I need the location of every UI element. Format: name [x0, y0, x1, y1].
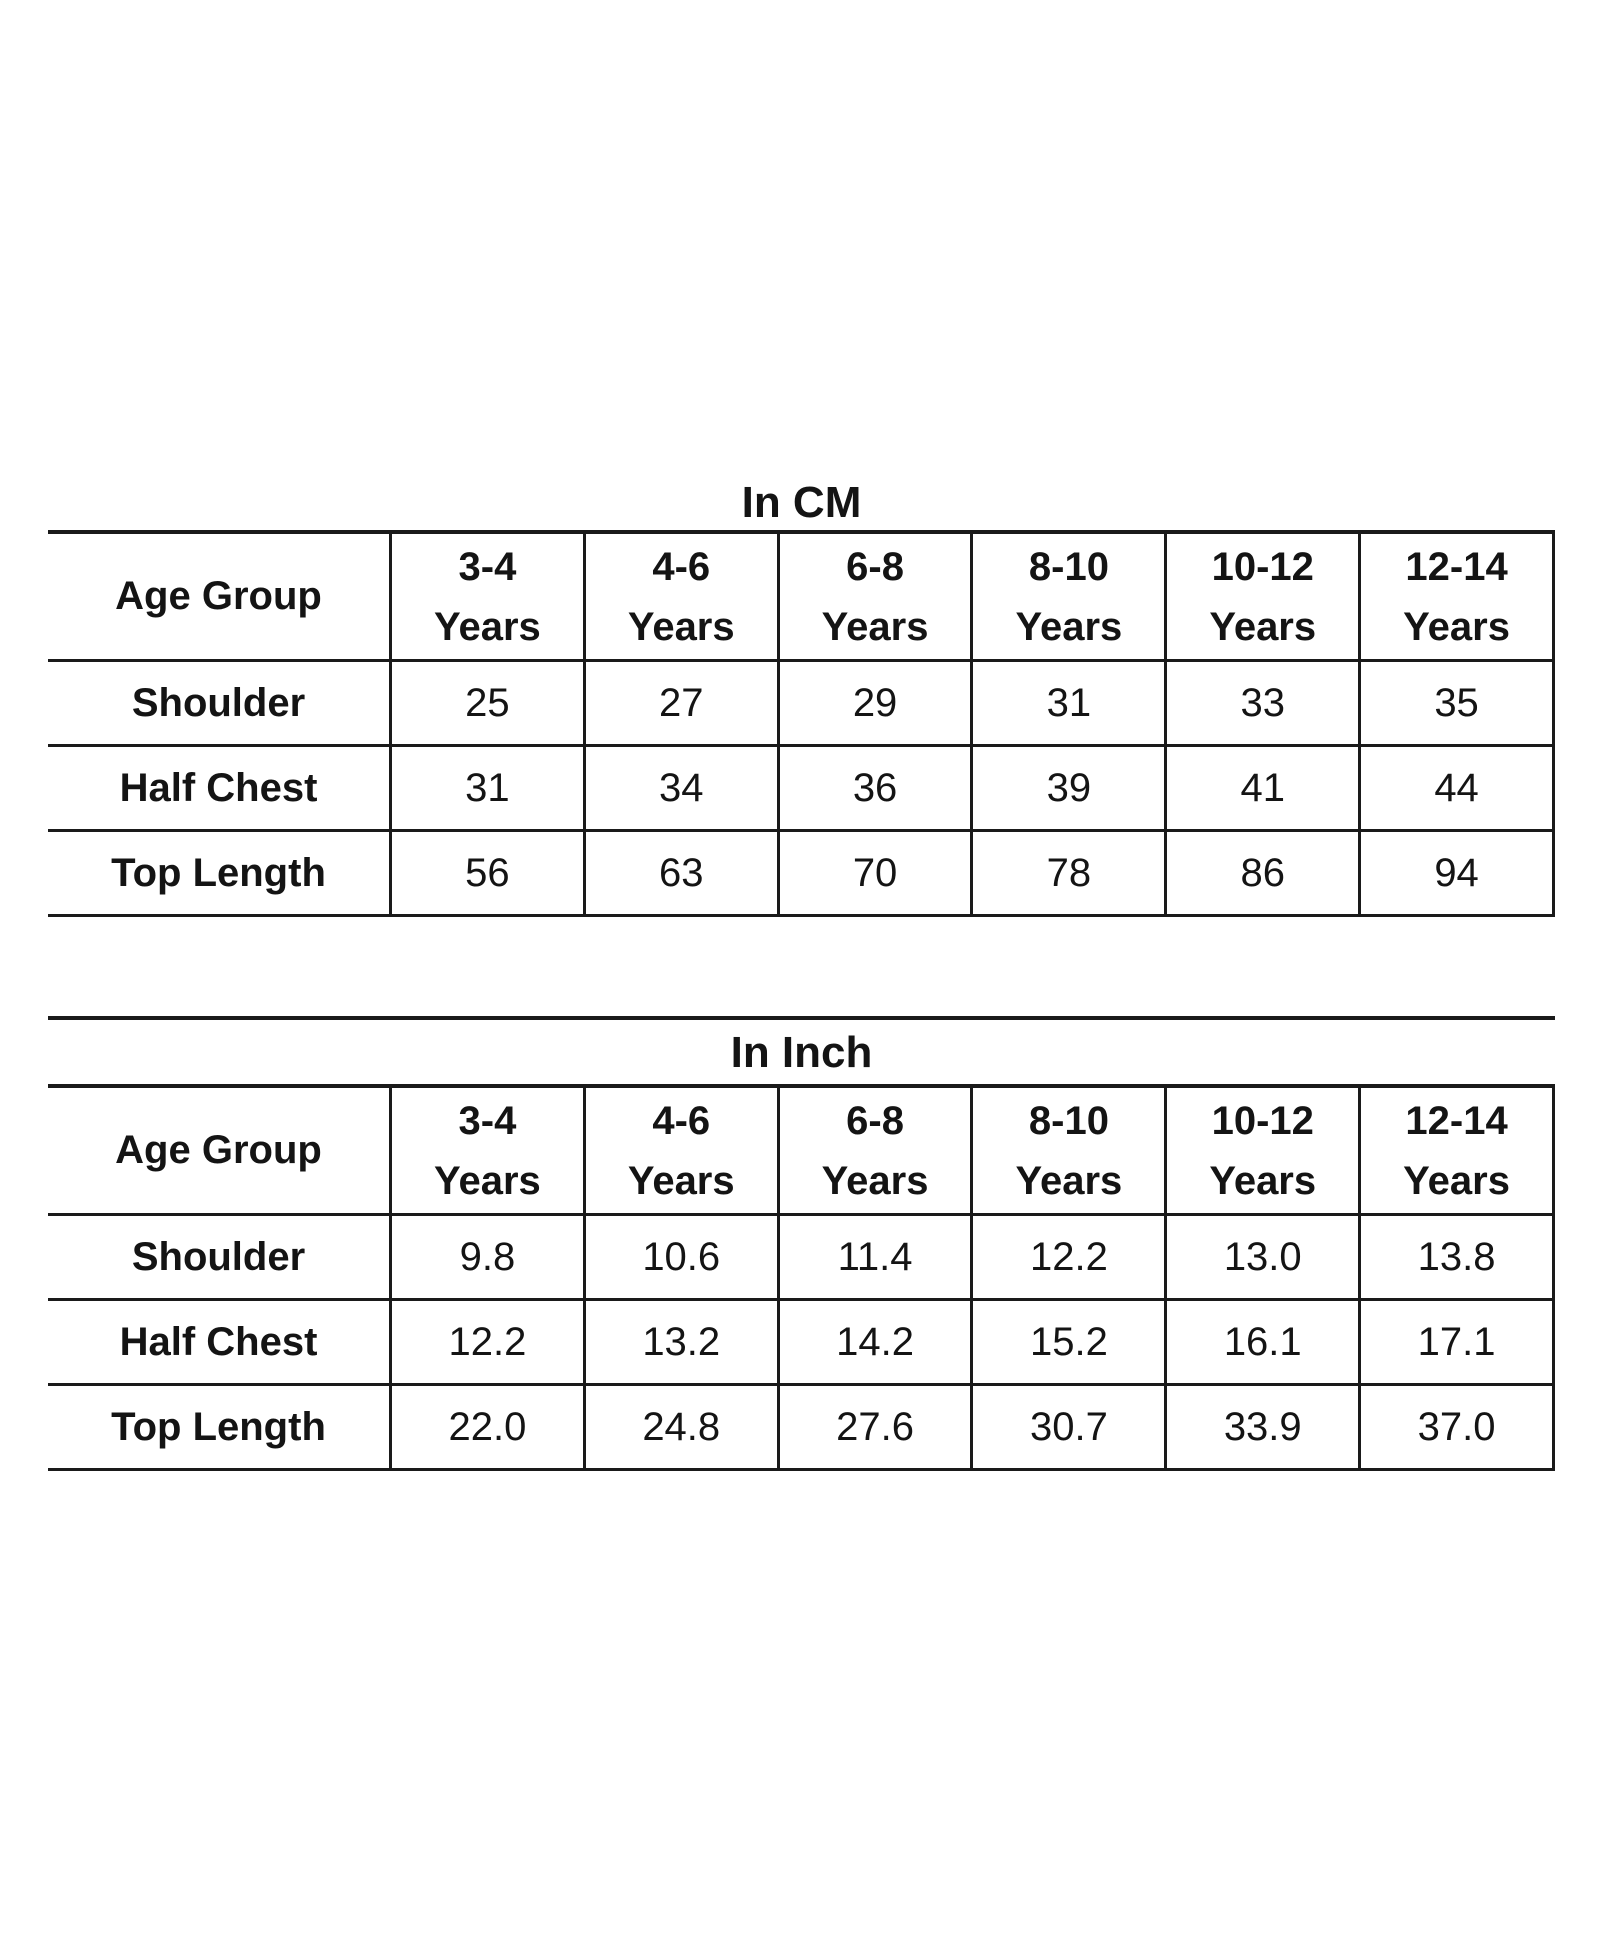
- section-divider: [48, 1016, 1555, 1020]
- age-range: 4-6: [652, 1098, 711, 1143]
- value-cell: 39: [973, 747, 1168, 829]
- value-cell: 78: [973, 832, 1168, 914]
- table-row: Top Length 22.0 24.8 27.6 30.7 33.9 37.0: [48, 1386, 1555, 1471]
- age-range: 8-10: [1028, 544, 1109, 589]
- value-cell: 70: [779, 832, 974, 914]
- value-cell: 44: [1361, 747, 1555, 829]
- row-label-cell: Shoulder: [48, 1216, 392, 1298]
- column-header-cell: 4-6 Years: [585, 534, 780, 659]
- column-header-cell: 8-10 Years: [973, 1088, 1168, 1213]
- header-row: Age Group 3-4 Years 4-6 Years 6-8 Years …: [48, 1088, 1555, 1216]
- value-cell: 11.4: [779, 1216, 974, 1298]
- age-unit: Years: [821, 604, 929, 649]
- value-cell: 24.8: [585, 1386, 780, 1468]
- age-range: 12-14: [1405, 1098, 1508, 1143]
- table-row: Shoulder 9.8 10.6 11.4 12.2 13.0 13.8: [48, 1216, 1555, 1301]
- age-range: 8-10: [1028, 1098, 1109, 1143]
- value-cell: 10.6: [585, 1216, 780, 1298]
- corner-header-cell: Age Group: [48, 1088, 392, 1213]
- table-row: Shoulder 25 27 29 31 33 35: [48, 662, 1555, 747]
- value-cell: 12.2: [392, 1301, 586, 1383]
- value-cell: 31: [973, 662, 1168, 744]
- value-cell: 22.0: [392, 1386, 586, 1468]
- age-range: 10-12: [1211, 544, 1314, 589]
- age-unit: Years: [1209, 1158, 1317, 1203]
- size-chart: In CM Age Group 3-4 Years 4-6 Years 6-8 …: [48, 0, 1555, 1471]
- value-cell: 27: [585, 662, 780, 744]
- age-range: 6-8: [846, 544, 904, 589]
- value-cell: 27.6: [779, 1386, 974, 1468]
- age-unit: Years: [627, 604, 735, 649]
- column-header-cell: 8-10 Years: [973, 534, 1168, 659]
- corner-header-cell: Age Group: [48, 534, 392, 659]
- value-cell: 36: [779, 747, 974, 829]
- age-range: 10-12: [1211, 1098, 1314, 1143]
- value-cell: 16.1: [1167, 1301, 1362, 1383]
- age-unit: Years: [821, 1158, 929, 1203]
- value-cell: 29: [779, 662, 974, 744]
- column-header-cell: 12-14 Years: [1361, 1088, 1555, 1213]
- column-header-cell: 12-14 Years: [1361, 534, 1555, 659]
- cm-table-title: In CM: [741, 478, 862, 527]
- column-header-cell: 3-4 Years: [392, 534, 586, 659]
- age-range: 3-4: [458, 1098, 517, 1143]
- age-unit: Years: [434, 604, 541, 649]
- age-unit: Years: [1015, 1158, 1123, 1203]
- row-label-cell: Top Length: [48, 832, 392, 914]
- column-header-cell: 4-6 Years: [585, 1088, 780, 1213]
- value-cell: 13.8: [1361, 1216, 1555, 1298]
- age-range: 6-8: [846, 1098, 904, 1143]
- column-header-cell: 10-12 Years: [1167, 1088, 1362, 1213]
- value-cell: 13.0: [1167, 1216, 1362, 1298]
- value-cell: 25: [392, 662, 586, 744]
- value-cell: 35: [1361, 662, 1555, 744]
- column-header-cell: 3-4 Years: [392, 1088, 586, 1213]
- value-cell: 33: [1167, 662, 1362, 744]
- table-row: Half Chest 31 34 36 39 41 44: [48, 747, 1555, 832]
- value-cell: 34: [585, 747, 780, 829]
- value-cell: 63: [585, 832, 780, 914]
- age-range: 4-6: [652, 544, 711, 589]
- value-cell: 37.0: [1361, 1386, 1555, 1468]
- inch-size-table: Age Group 3-4 Years 4-6 Years 6-8 Years …: [48, 1084, 1555, 1471]
- column-header-cell: 6-8 Years: [779, 1088, 974, 1213]
- age-unit: Years: [1403, 604, 1510, 649]
- value-cell: 41: [1167, 747, 1362, 829]
- value-cell: 17.1: [1361, 1301, 1555, 1383]
- table-row: Half Chest 12.2 13.2 14.2 15.2 16.1 17.1: [48, 1301, 1555, 1386]
- value-cell: 31: [392, 747, 586, 829]
- header-row: Age Group 3-4 Years 4-6 Years 6-8 Years …: [48, 534, 1555, 662]
- row-label-cell: Shoulder: [48, 662, 392, 744]
- age-unit: Years: [1209, 604, 1317, 649]
- cm-size-table: Age Group 3-4 Years 4-6 Years 6-8 Years …: [48, 530, 1555, 917]
- column-header-cell: 6-8 Years: [779, 534, 974, 659]
- value-cell: 14.2: [779, 1301, 974, 1383]
- value-cell: 86: [1167, 832, 1362, 914]
- age-unit: Years: [434, 1158, 541, 1203]
- table-row: Top Length 56 63 70 78 86 94: [48, 832, 1555, 917]
- age-range: 3-4: [458, 544, 517, 589]
- value-cell: 12.2: [973, 1216, 1168, 1298]
- row-label-cell: Half Chest: [48, 1301, 392, 1383]
- age-range: 12-14: [1405, 544, 1508, 589]
- column-header-cell: 10-12 Years: [1167, 534, 1362, 659]
- value-cell: 9.8: [392, 1216, 586, 1298]
- inch-table-title: In Inch: [730, 1028, 873, 1077]
- value-cell: 94: [1361, 832, 1555, 914]
- value-cell: 15.2: [973, 1301, 1168, 1383]
- value-cell: 13.2: [585, 1301, 780, 1383]
- age-unit: Years: [1403, 1158, 1510, 1203]
- age-unit: Years: [627, 1158, 735, 1203]
- value-cell: 33.9: [1167, 1386, 1362, 1468]
- value-cell: 30.7: [973, 1386, 1168, 1468]
- value-cell: 56: [392, 832, 586, 914]
- row-label-cell: Half Chest: [48, 747, 392, 829]
- row-label-cell: Top Length: [48, 1386, 392, 1468]
- age-unit: Years: [1015, 604, 1123, 649]
